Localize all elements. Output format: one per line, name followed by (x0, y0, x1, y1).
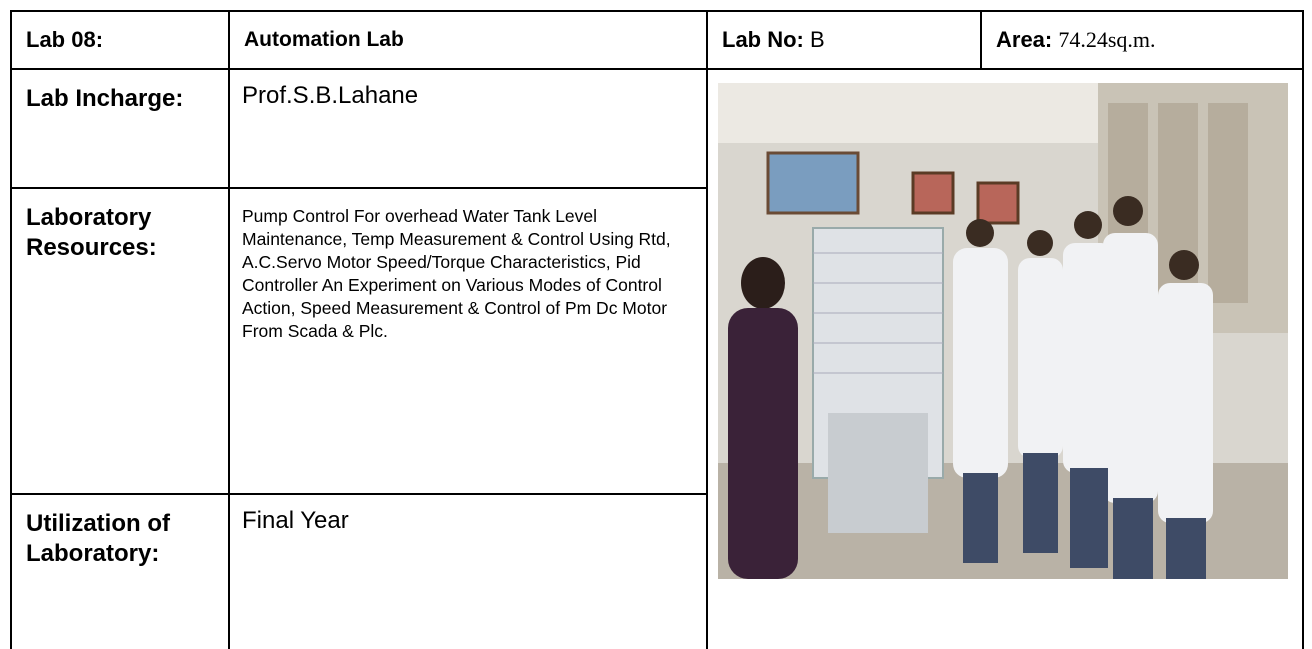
area-label: Area: (996, 27, 1052, 52)
row-value: Pump Control For overhead Water Tank Lev… (229, 188, 707, 494)
area-cell: Area: 74.24sq.m. (981, 11, 1303, 69)
row-label: Laboratory Resources: (11, 188, 229, 494)
lab-label: Lab 08: (11, 11, 229, 69)
row-label: Utilization of Laboratory: (11, 494, 229, 649)
area: 74.24sq.m. (1058, 27, 1155, 52)
page: Lab 08: Automation Lab Lab No: B Area: 7… (0, 0, 1312, 594)
lab-no: B (810, 27, 825, 52)
row-value: Final Year (229, 494, 707, 649)
lab-no-label: Lab No: (722, 27, 804, 52)
row: Lab Incharge: Prof.S.B.Lahane (11, 69, 1303, 188)
lab-table: Lab 08: Automation Lab Lab No: B Area: 7… (10, 10, 1304, 649)
lab-photo (718, 83, 1288, 579)
lab-name: Automation Lab (229, 11, 707, 69)
photo-cell (707, 69, 1303, 649)
row-label: Lab Incharge: (11, 69, 229, 188)
row-value: Prof.S.B.Lahane (229, 69, 707, 188)
lab-no-cell: Lab No: B (707, 11, 981, 69)
header-row: Lab 08: Automation Lab Lab No: B Area: 7… (11, 11, 1303, 69)
